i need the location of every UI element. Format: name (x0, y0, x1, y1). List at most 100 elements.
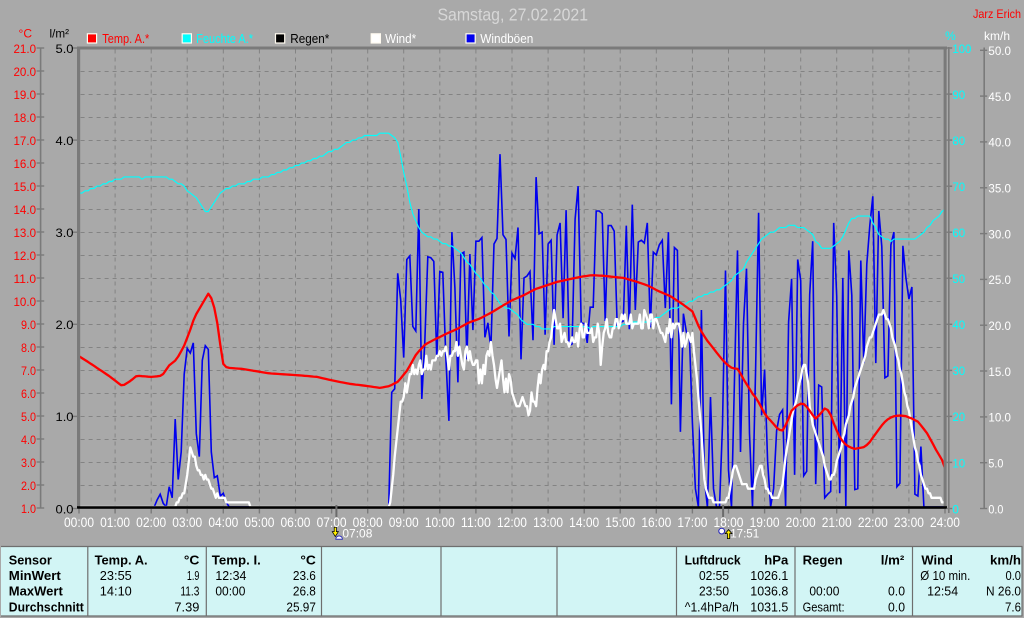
svg-text:19.0: 19.0 (14, 88, 37, 102)
svg-text:11.0: 11.0 (14, 272, 37, 286)
svg-text:100: 100 (952, 42, 971, 56)
svg-text:18:00: 18:00 (713, 515, 743, 530)
svg-text:14:10: 14:10 (100, 584, 132, 599)
svg-text:0.0: 0.0 (888, 599, 905, 614)
svg-text:5.0: 5.0 (56, 42, 74, 56)
svg-text:4.0: 4.0 (56, 134, 74, 148)
svg-text:40: 40 (952, 318, 965, 332)
svg-text:1036.8: 1036.8 (750, 584, 788, 599)
svg-text:20: 20 (952, 410, 965, 424)
svg-text:26.8: 26.8 (293, 584, 316, 599)
svg-text:70: 70 (952, 180, 965, 194)
svg-text:MinWert: MinWert (9, 568, 62, 583)
svg-text:Gesamt:: Gesamt: (803, 599, 845, 614)
svg-text:11:00: 11:00 (461, 515, 491, 530)
svg-text:0.0: 0.0 (56, 502, 74, 516)
svg-text:35.0: 35.0 (988, 182, 1011, 196)
svg-text:9.0: 9.0 (21, 318, 36, 332)
svg-text:Luftdruck: Luftdruck (685, 553, 742, 568)
svg-text:20.0: 20.0 (988, 319, 1011, 333)
svg-text:2.0: 2.0 (56, 318, 74, 332)
svg-text:00:00: 00:00 (64, 515, 94, 530)
svg-text:10.0: 10.0 (14, 295, 37, 309)
svg-text:N 26.0: N 26.0 (986, 584, 1021, 599)
svg-text:3.0: 3.0 (21, 456, 36, 470)
svg-text:l/m²: l/m² (50, 27, 70, 41)
svg-text:24:00: 24:00 (930, 515, 960, 530)
svg-text:23:00: 23:00 (894, 515, 924, 530)
svg-text:Samstag, 27.02.2021: Samstag, 27.02.2021 (438, 5, 589, 25)
svg-text:l/m²: l/m² (881, 553, 905, 568)
svg-text:20.0: 20.0 (14, 65, 37, 79)
svg-text:09:00: 09:00 (389, 515, 419, 530)
svg-text:°C: °C (184, 553, 200, 568)
svg-text:5.0: 5.0 (21, 410, 36, 424)
svg-text:30.0: 30.0 (988, 227, 1011, 241)
svg-text:60: 60 (952, 226, 965, 240)
svg-text:3.0: 3.0 (56, 226, 74, 240)
svg-text:23:55: 23:55 (100, 568, 132, 583)
svg-text:10.0: 10.0 (988, 411, 1011, 425)
svg-text:Jarz Erich: Jarz Erich (973, 7, 1021, 21)
svg-text:08:00: 08:00 (353, 515, 383, 530)
svg-text:20:00: 20:00 (786, 515, 816, 530)
svg-text:1026.1: 1026.1 (750, 568, 788, 583)
svg-text:5.0: 5.0 (988, 456, 1003, 470)
svg-text:7.6: 7.6 (1005, 599, 1021, 614)
svg-text:°C: °C (19, 27, 33, 41)
svg-text:7.39: 7.39 (174, 599, 199, 614)
svg-text:Sensor: Sensor (9, 553, 52, 568)
svg-text:23.6: 23.6 (293, 568, 316, 583)
svg-text:km/h: km/h (984, 29, 1010, 43)
svg-text:12:00: 12:00 (497, 515, 527, 530)
svg-text:00:00: 00:00 (215, 584, 245, 599)
svg-text:Temp. A.: Temp. A. (95, 553, 148, 568)
svg-text:Regen: Regen (803, 553, 843, 568)
svg-text:05:00: 05:00 (244, 515, 274, 530)
svg-text:7.0: 7.0 (21, 364, 36, 378)
svg-text:Feuchte A.*: Feuchte A.* (196, 32, 253, 46)
svg-text:^1.4hPa/h: ^1.4hPa/h (685, 599, 739, 614)
svg-text:17:00: 17:00 (677, 515, 707, 530)
svg-text:8.0: 8.0 (21, 341, 36, 355)
svg-text:°C: °C (300, 553, 316, 568)
svg-text:23:50: 23:50 (699, 584, 729, 599)
svg-text:45.0: 45.0 (988, 90, 1011, 104)
svg-text:50: 50 (952, 272, 965, 286)
svg-text:Temp. I.: Temp. I. (212, 553, 261, 568)
svg-text:1.0: 1.0 (56, 410, 74, 424)
svg-text:10:00: 10:00 (425, 515, 455, 530)
svg-text:11.3: 11.3 (180, 584, 199, 599)
svg-text:50.0: 50.0 (988, 44, 1011, 58)
svg-text:MaxWert: MaxWert (9, 584, 64, 599)
svg-text:13:00: 13:00 (533, 515, 563, 530)
svg-text:16.0: 16.0 (14, 157, 37, 171)
svg-text:Durchschnitt: Durchschnitt (9, 599, 85, 614)
svg-text:14:00: 14:00 (569, 515, 599, 530)
svg-text:21:00: 21:00 (822, 515, 852, 530)
svg-text:03:00: 03:00 (172, 515, 202, 530)
svg-text:km/h: km/h (990, 553, 1021, 568)
svg-text:hPa: hPa (764, 553, 789, 568)
svg-text:21.0: 21.0 (14, 42, 37, 56)
svg-text:6.0: 6.0 (21, 387, 36, 401)
svg-text:2.0: 2.0 (21, 479, 36, 493)
svg-text:17:51: 17:51 (730, 527, 759, 541)
svg-text:13.0: 13.0 (14, 226, 37, 240)
svg-text:40.0: 40.0 (988, 136, 1011, 150)
svg-text:19:00: 19:00 (750, 515, 780, 530)
svg-text:17.0: 17.0 (14, 134, 37, 148)
svg-text:02:00: 02:00 (136, 515, 166, 530)
svg-text:0.0: 0.0 (888, 584, 905, 599)
svg-text:90: 90 (952, 88, 965, 102)
svg-text:15.0: 15.0 (14, 180, 37, 194)
svg-text:0.0: 0.0 (1006, 568, 1022, 583)
svg-text:1.0: 1.0 (21, 502, 36, 516)
svg-text:16:00: 16:00 (641, 515, 671, 530)
svg-text:%: % (945, 29, 956, 43)
svg-text:1.9: 1.9 (187, 568, 200, 583)
svg-text:15:00: 15:00 (605, 515, 635, 530)
svg-text:25.97: 25.97 (286, 599, 316, 614)
svg-text:Regen*: Regen* (290, 32, 329, 46)
svg-text:10: 10 (952, 456, 965, 470)
